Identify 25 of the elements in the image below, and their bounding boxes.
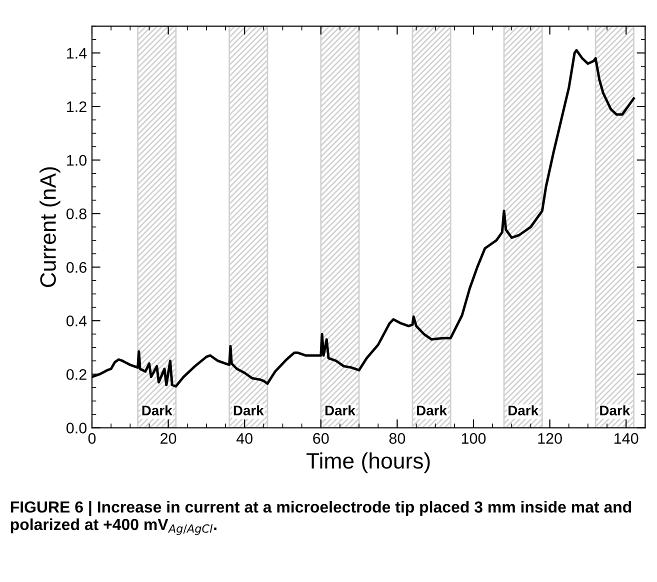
band-label: Dark	[325, 405, 356, 416]
x-tick-label: 60	[313, 433, 329, 444]
band-label: Dark	[508, 405, 539, 416]
x-tick-label: 40	[236, 433, 252, 444]
x-tick-label: 140	[614, 433, 638, 444]
y-tick-label: 1.4	[67, 48, 87, 58]
x-tick-label: 100	[462, 433, 486, 444]
y-tick-label: 0.2	[66, 369, 86, 380]
x-axis-title: Time (hours)	[306, 452, 430, 474]
y-tick-label: 0.6	[66, 262, 86, 273]
x-tick-label: 120	[538, 433, 562, 444]
x-tick-label: 80	[389, 433, 406, 444]
x-tick-label: 20	[160, 433, 176, 444]
band-label: Dark	[600, 405, 630, 416]
y-axis-title: Current (nA)	[40, 167, 60, 287]
caption: FIGURE 6 | Increase in current at a microelectrode tip placed 3 mm inside mat and polarized at +400 mV$_{Ag/AgCl}$.	[10, 500, 632, 535]
band-label: Dark	[142, 405, 172, 416]
y-tick-label: 0.0	[66, 422, 87, 434]
band-label: Dark	[417, 405, 447, 416]
y-tick-label: 0.8	[66, 208, 86, 220]
band-label: Dark	[234, 405, 264, 416]
y-tick-label: 0.4	[66, 316, 87, 326]
y-tick-label: 1.2	[67, 101, 86, 112]
x-tick-label: 0	[88, 433, 96, 444]
y-tick-label: 1.0	[67, 154, 87, 166]
